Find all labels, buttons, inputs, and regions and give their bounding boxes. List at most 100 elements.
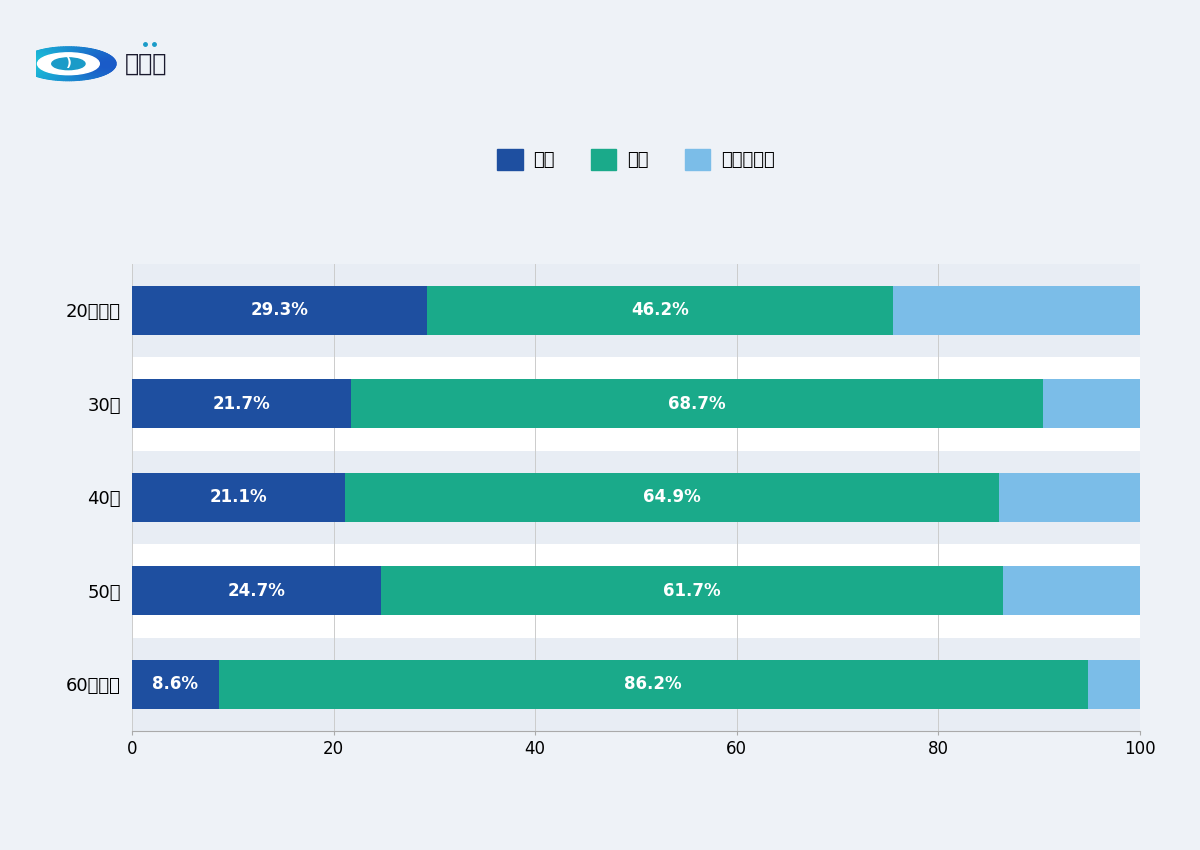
Wedge shape <box>41 64 68 77</box>
Wedge shape <box>24 58 68 64</box>
Wedge shape <box>31 64 68 75</box>
Wedge shape <box>68 56 112 64</box>
Wedge shape <box>68 48 85 64</box>
Wedge shape <box>68 52 102 64</box>
Wedge shape <box>50 48 68 64</box>
Wedge shape <box>68 54 107 64</box>
Wedge shape <box>40 64 68 77</box>
Wedge shape <box>68 64 116 65</box>
Wedge shape <box>43 64 68 78</box>
Wedge shape <box>30 54 68 64</box>
Wedge shape <box>68 56 112 64</box>
Bar <box>132 379 350 428</box>
Wedge shape <box>61 47 68 64</box>
Wedge shape <box>68 64 102 76</box>
Wedge shape <box>68 48 80 64</box>
Wedge shape <box>68 64 115 67</box>
Text: ): ) <box>66 57 71 71</box>
Wedge shape <box>20 64 68 65</box>
Wedge shape <box>48 64 68 79</box>
Wedge shape <box>68 49 92 64</box>
Bar <box>132 286 427 335</box>
Wedge shape <box>68 60 115 64</box>
Wedge shape <box>68 64 76 81</box>
Wedge shape <box>67 47 68 64</box>
Wedge shape <box>68 63 116 64</box>
Bar <box>344 473 998 522</box>
Circle shape <box>52 58 85 70</box>
Text: デジコ: デジコ <box>125 52 167 76</box>
Wedge shape <box>22 61 68 64</box>
Wedge shape <box>67 64 68 81</box>
Wedge shape <box>68 64 97 77</box>
Wedge shape <box>68 64 114 70</box>
Wedge shape <box>68 47 73 64</box>
Wedge shape <box>68 64 114 68</box>
Wedge shape <box>68 53 104 64</box>
Text: 8.6%: 8.6% <box>152 675 198 694</box>
Wedge shape <box>68 53 106 64</box>
Wedge shape <box>23 59 68 64</box>
Text: 64.9%: 64.9% <box>643 488 701 507</box>
Wedge shape <box>32 64 68 75</box>
Wedge shape <box>68 54 108 64</box>
Wedge shape <box>68 47 76 64</box>
Wedge shape <box>55 48 68 64</box>
Wedge shape <box>68 47 77 64</box>
Wedge shape <box>49 48 68 64</box>
Wedge shape <box>25 64 68 71</box>
Bar <box>132 473 344 522</box>
Wedge shape <box>68 64 91 79</box>
Wedge shape <box>68 50 98 64</box>
Wedge shape <box>46 48 68 64</box>
Wedge shape <box>68 64 107 74</box>
Wedge shape <box>68 50 96 64</box>
Legend: ある, ない, 分からない: ある, ない, 分からない <box>490 142 782 177</box>
Wedge shape <box>22 64 68 67</box>
Text: 68.7%: 68.7% <box>668 394 726 413</box>
Wedge shape <box>44 64 68 78</box>
Wedge shape <box>25 56 68 64</box>
Wedge shape <box>35 52 68 64</box>
Wedge shape <box>46 64 68 79</box>
Wedge shape <box>68 64 102 76</box>
Text: 61.7%: 61.7% <box>664 581 721 600</box>
Wedge shape <box>28 55 68 64</box>
Wedge shape <box>49 64 68 79</box>
Bar <box>427 286 893 335</box>
Wedge shape <box>68 64 83 80</box>
Bar <box>132 450 1140 544</box>
Wedge shape <box>68 64 113 71</box>
Wedge shape <box>23 58 68 64</box>
Wedge shape <box>30 64 68 74</box>
Wedge shape <box>55 64 68 80</box>
Wedge shape <box>22 60 68 64</box>
Wedge shape <box>37 51 68 64</box>
Wedge shape <box>68 64 92 78</box>
Wedge shape <box>68 64 89 79</box>
Wedge shape <box>68 64 95 78</box>
Wedge shape <box>34 64 68 76</box>
Wedge shape <box>68 48 86 64</box>
Wedge shape <box>68 64 82 80</box>
Wedge shape <box>68 58 113 64</box>
Wedge shape <box>68 64 109 72</box>
Wedge shape <box>25 56 68 64</box>
Wedge shape <box>68 50 97 64</box>
Wedge shape <box>68 48 89 64</box>
Wedge shape <box>68 55 109 64</box>
Bar <box>132 638 1140 731</box>
Wedge shape <box>68 64 77 81</box>
Wedge shape <box>44 49 68 64</box>
Wedge shape <box>35 51 68 64</box>
Wedge shape <box>38 64 68 77</box>
Wedge shape <box>68 47 72 64</box>
Wedge shape <box>68 64 80 80</box>
Wedge shape <box>68 64 109 73</box>
Wedge shape <box>68 64 86 80</box>
Bar <box>893 286 1140 335</box>
Wedge shape <box>23 64 68 70</box>
Wedge shape <box>68 48 83 64</box>
Wedge shape <box>68 64 78 80</box>
Bar <box>132 357 1140 451</box>
